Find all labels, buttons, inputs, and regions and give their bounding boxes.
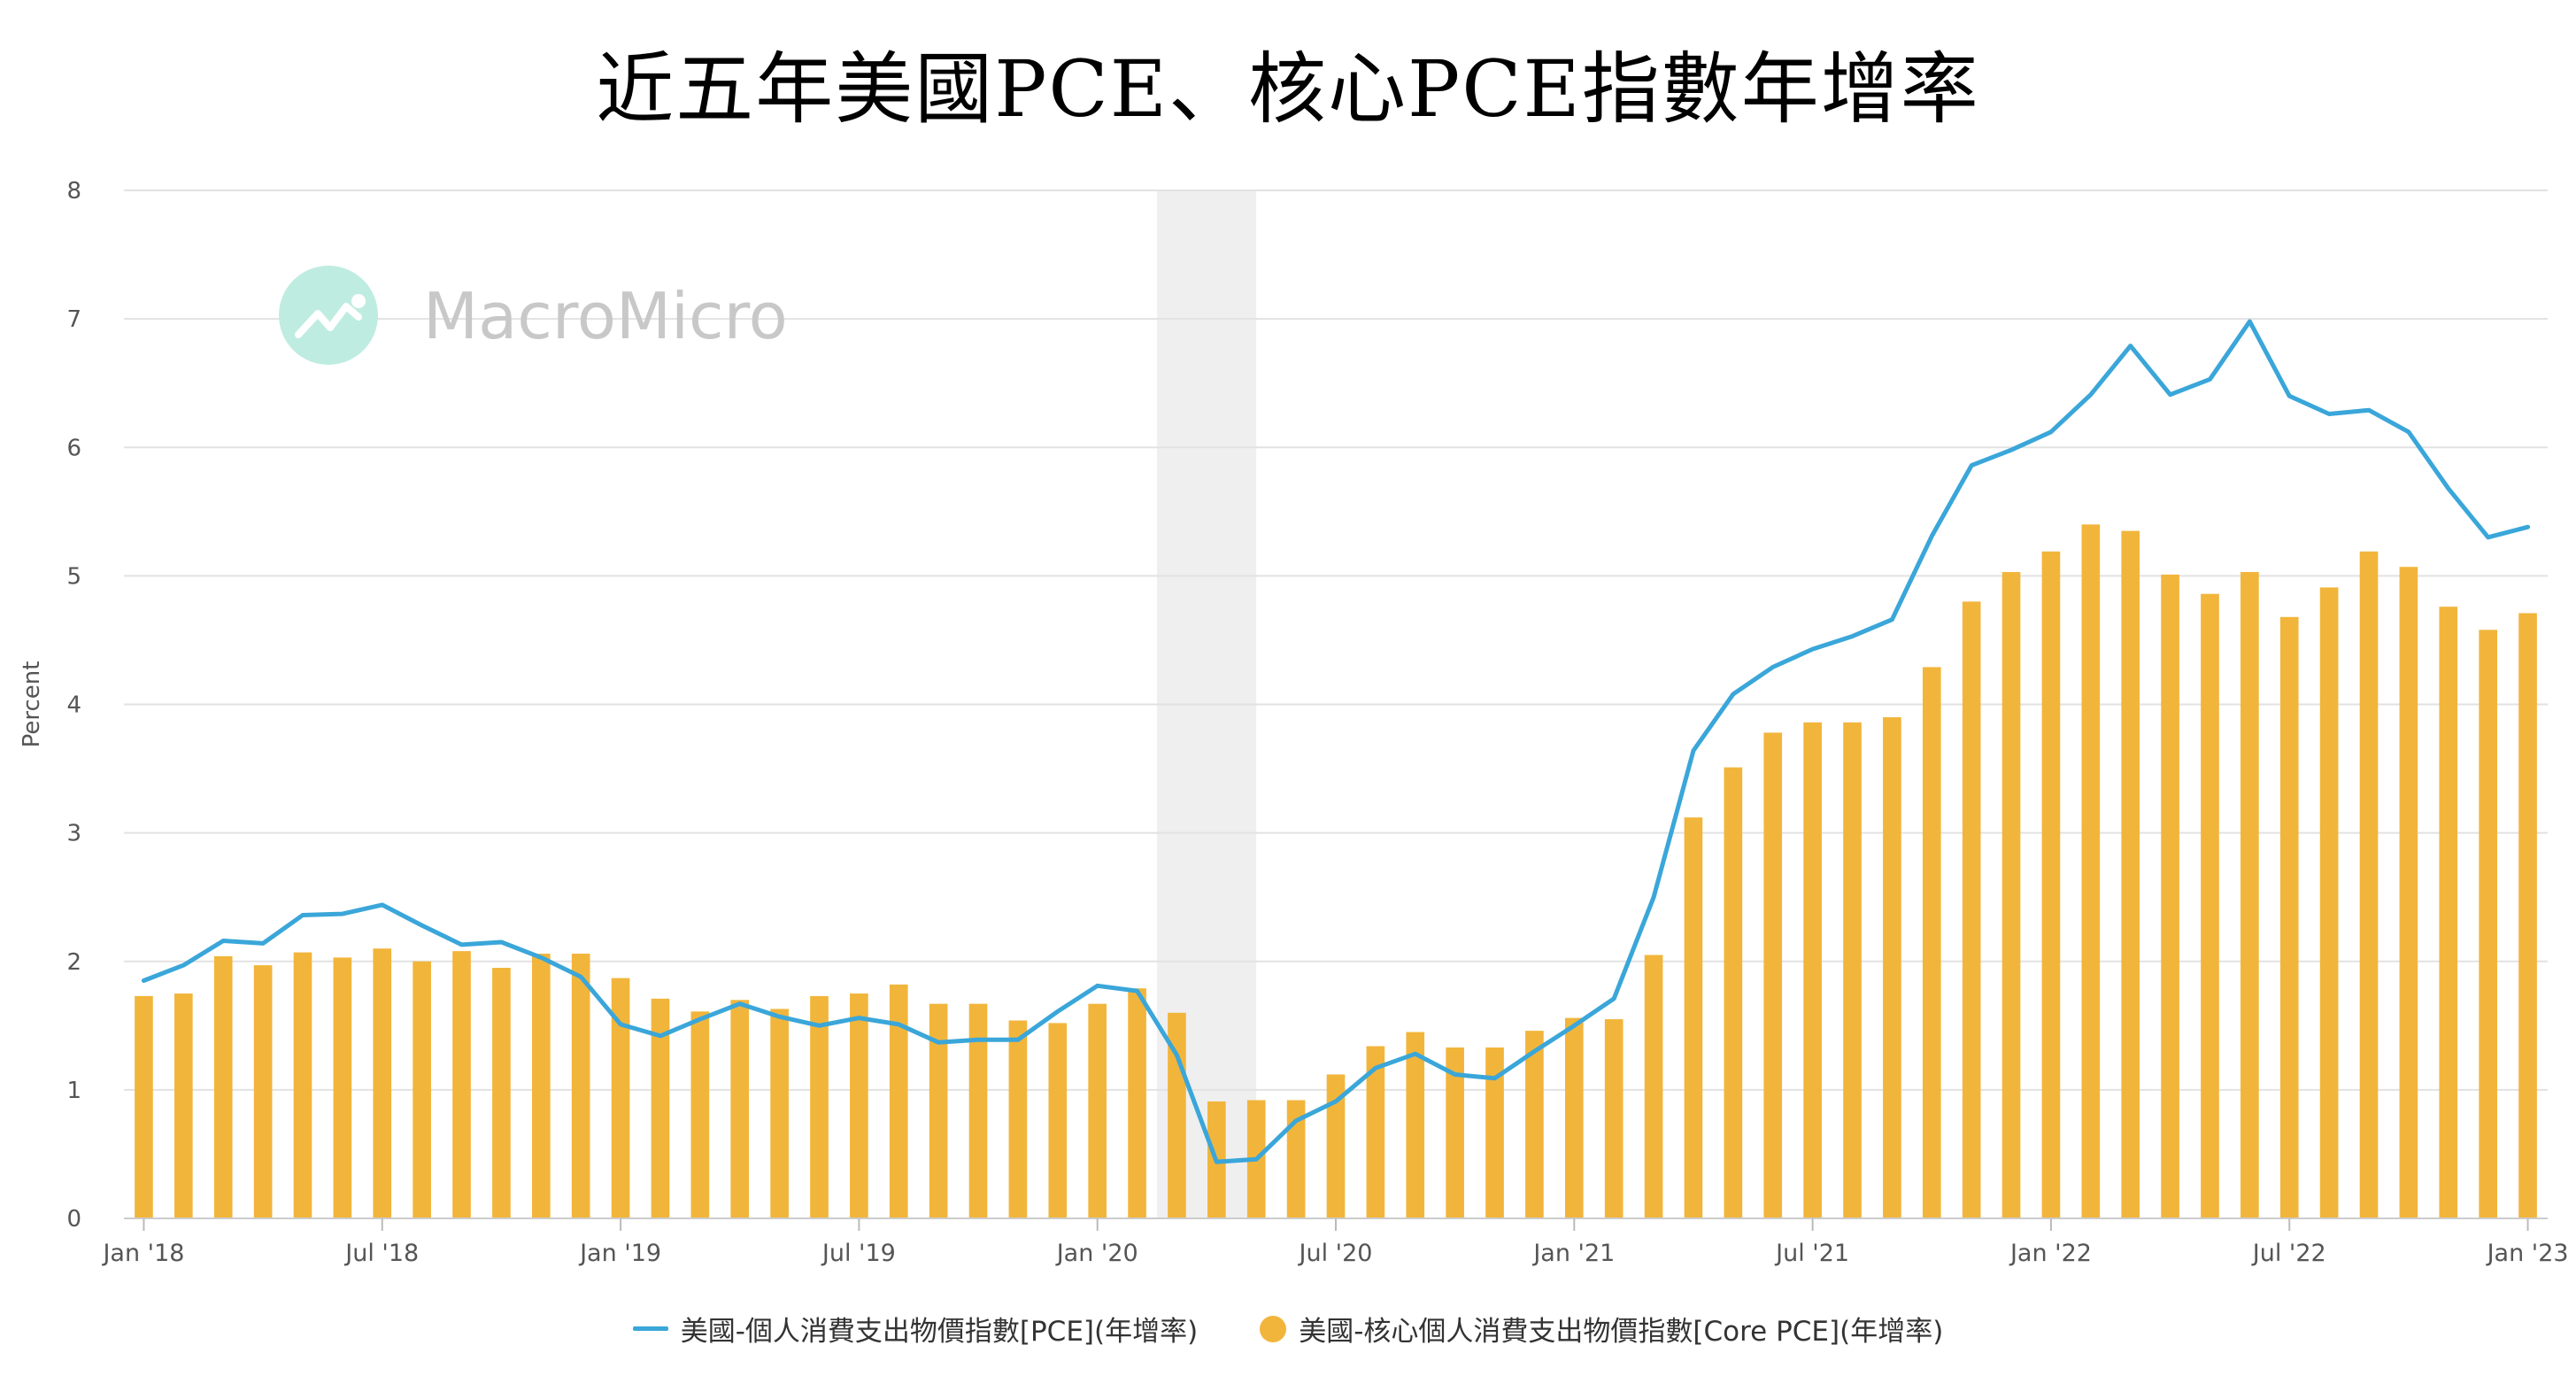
core-pce-bar <box>2041 551 2061 1218</box>
core-pce-bar <box>1644 955 1663 1218</box>
core-pce-bar <box>1684 817 1703 1218</box>
legend-label-pce: 美國-個人消費支出物價指數[PCE](年增率) <box>680 1316 1199 1348</box>
core-pce-bar <box>2161 574 2179 1218</box>
core-pce-bar <box>690 1011 710 1218</box>
core-pce-bar <box>2319 587 2339 1218</box>
core-pce-bar <box>1763 732 1783 1218</box>
core-pce-bar <box>1088 1003 1107 1218</box>
legend-label-core-pce: 美國-核心個人消費支出物價指數[Core PCE](年增率) <box>1299 1316 1944 1348</box>
core-pce-bar <box>651 998 670 1218</box>
core-pce-bar <box>730 1000 750 1218</box>
y-tick-label: 5 <box>66 563 81 590</box>
x-tick-label: Jan '22 <box>2009 1240 2092 1267</box>
core-pce-bar <box>929 1003 948 1218</box>
core-pce-bar <box>1922 667 1941 1218</box>
core-pce-bar <box>2399 567 2418 1218</box>
core-pce-bar <box>1525 1031 1544 1218</box>
core-pce-bar <box>770 1009 789 1218</box>
core-pce-bar <box>413 961 431 1218</box>
core-pce-bar <box>2001 572 2021 1218</box>
core-pce-bar <box>135 995 153 1218</box>
core-pce-bar <box>850 993 868 1218</box>
core-pce-bar <box>213 955 233 1218</box>
y-tick-label: 1 <box>66 1078 81 1104</box>
x-tick-label: Jul '19 <box>821 1240 896 1267</box>
core-pce-bar <box>293 952 312 1218</box>
chart-title: 近五年美國PCE、核心PCE指數年增率 <box>596 43 1980 135</box>
watermark-logo-icon <box>279 266 378 365</box>
core-pce-bar <box>1128 988 1146 1218</box>
core-pce-bar <box>2518 613 2537 1218</box>
x-tick-label: Jul '20 <box>1298 1240 1373 1267</box>
core-pce-bar <box>1843 722 1862 1218</box>
core-pce-bar <box>1883 717 1901 1218</box>
legend-item-pce[interactable]: 美國-個人消費支出物價指數[PCE](年增率) <box>632 1309 1199 1349</box>
core-pce-bar <box>1008 1020 1028 1218</box>
core-pce-bar <box>452 951 471 1218</box>
core-pce-bar <box>2479 630 2497 1218</box>
core-pce-bar <box>1485 1047 1504 1218</box>
chart-legend: 美國-個人消費支出物價指數[PCE](年增率) 美國-核心個人消費支出物價指數[… <box>0 1309 2576 1349</box>
core-pce-bar <box>1048 1023 1068 1218</box>
x-tick-label: Jan '21 <box>1531 1240 1615 1267</box>
x-tick-label: Jan '18 <box>101 1240 184 1267</box>
core-pce-bar <box>1564 1017 1584 1218</box>
legend-line-swatch <box>632 1326 668 1331</box>
core-pce-bar <box>531 954 551 1218</box>
core-pce-bar <box>968 1003 988 1218</box>
core-pce-bar <box>1604 1019 1623 1218</box>
core-pce-bar <box>2279 616 2299 1218</box>
y-tick-label: 0 <box>66 1206 81 1233</box>
core-pce-bar <box>1286 1100 1306 1218</box>
core-pce-bar <box>810 995 829 1218</box>
core-pce-bar <box>1962 601 1981 1218</box>
x-tick-label: Jul '21 <box>1774 1240 1849 1267</box>
core-pce-bar <box>2439 607 2458 1218</box>
legend-item-core-pce[interactable]: 美國-核心個人消費支出物價指數[Core PCE](年增率) <box>1260 1309 1943 1349</box>
x-tick-label: Jan '20 <box>1055 1240 1138 1267</box>
core-pce-bar <box>2121 530 2140 1218</box>
core-pce-bar <box>889 984 908 1218</box>
y-tick-label: 4 <box>66 692 81 719</box>
core-pce-bar <box>2081 524 2101 1218</box>
y-tick-label: 6 <box>66 435 81 461</box>
x-tick-label: Jul '18 <box>343 1240 419 1267</box>
core-pce-bar <box>571 954 590 1218</box>
pce-line <box>141 319 2531 1164</box>
core-pce-bar <box>333 957 352 1218</box>
y-tick-label: 8 <box>66 178 81 205</box>
x-tick-label: Jul '22 <box>2251 1240 2326 1267</box>
core-pce-bar <box>611 978 630 1218</box>
x-tick-label: Jan '19 <box>578 1240 661 1267</box>
x-tick-label: Jan '23 <box>2486 1240 2569 1267</box>
y-tick-label: 2 <box>66 949 81 976</box>
core-pce-bar <box>1446 1047 1464 1218</box>
watermark-text: MacroMicro <box>423 279 788 353</box>
legend-dot-swatch <box>1260 1315 1287 1342</box>
core-pce-bar <box>1803 722 1822 1218</box>
y-axis-title: Percent <box>19 661 45 748</box>
y-tick-label: 3 <box>66 821 81 847</box>
core-pce-bar <box>174 993 193 1218</box>
core-pce-bar <box>1326 1074 1346 1218</box>
core-pce-bar <box>2359 551 2379 1218</box>
y-tick-label: 7 <box>66 306 81 333</box>
core-pce-bar <box>2241 572 2259 1218</box>
core-pce-bar <box>1406 1032 1425 1218</box>
core-pce-bar <box>1724 767 1743 1218</box>
core-pce-bar <box>373 948 392 1218</box>
core-pce-bar <box>1366 1046 1385 1218</box>
core-pce-bar <box>253 965 273 1218</box>
core-pce-bar <box>2201 593 2219 1218</box>
core-pce-bar <box>492 968 511 1218</box>
